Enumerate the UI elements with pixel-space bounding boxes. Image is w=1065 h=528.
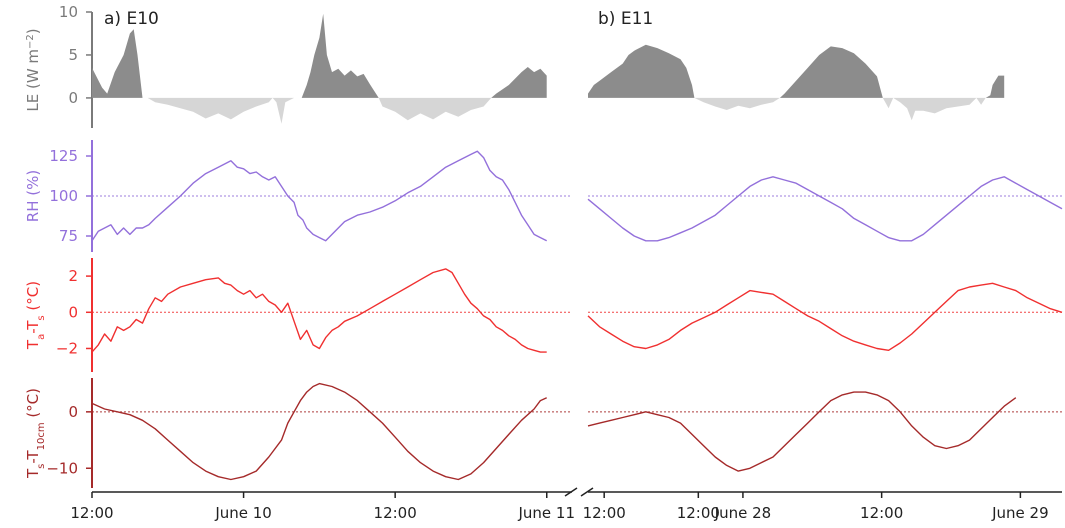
le-area-positive-E10 [92, 13, 547, 98]
y-tick-label-rh-1: 100 [49, 187, 78, 205]
x-tick-label-a-2: 12:00 [374, 504, 417, 522]
axis-break-left [564, 487, 578, 497]
le-area-positive-E11 [588, 44, 1005, 98]
x-tick-label-b-2: 12:00 [860, 504, 903, 522]
y-axis-label-rh: RH (%) [24, 170, 42, 222]
y-tick-label-tsd-1: −10 [46, 459, 78, 477]
x-tick-label-b-0: 12:00 [583, 504, 626, 522]
tas-line-E11 [587, 282, 1063, 351]
y-tick-label-tas-2: −2 [56, 339, 78, 357]
rh-line-E11 [587, 176, 1063, 242]
y-tick-label-rh-0: 125 [49, 147, 78, 165]
panel-title-b: b) E11 [598, 9, 653, 29]
tsd-line-E10 [91, 382, 547, 481]
x-tick-label-a-3: June 11 [517, 504, 575, 522]
x-tick-label-a-4: 12:00 [677, 504, 720, 522]
y-tick-label-le-1: 5 [68, 46, 78, 64]
x-tick-label-b-1: June 28 [714, 504, 772, 522]
y-tick-label-tsd-0: 0 [68, 403, 78, 421]
y-tick-label-tas-0: 2 [68, 267, 78, 285]
x-tick-label-a-0: 12:00 [70, 504, 113, 522]
le-area-negative-E10 [92, 97, 547, 124]
y-axis-label-tas: Ta-Ts (°C) [24, 281, 47, 350]
tas-line-E10 [91, 268, 547, 353]
panel-title-a: a) E10 [104, 9, 159, 29]
x-tick-label-b-3: June 29 [991, 504, 1049, 522]
y-axis-label-tsd: Ts-T10cm (°C) [24, 388, 47, 479]
y-tick-label-le-2: 0 [68, 89, 78, 107]
le-area-negative-E11 [588, 97, 1005, 121]
plot-root: a) E10 b) E11 10 5 0 LE (W m−2) 125 100 75 RH (%)… [24, 3, 1063, 522]
axis-break-right [580, 487, 594, 497]
x-tick-label-a-1: June 10 [214, 504, 272, 522]
y-tick-label-rh-2: 75 [59, 227, 78, 245]
y-tick-label-le-0: 10 [59, 3, 78, 21]
rh-line-E10 [91, 150, 548, 242]
y-axis-label-le: LE (W m−2) [24, 28, 42, 111]
y-tick-label-tas-1: 0 [68, 303, 78, 321]
tsd-line-E11 [587, 391, 1017, 472]
